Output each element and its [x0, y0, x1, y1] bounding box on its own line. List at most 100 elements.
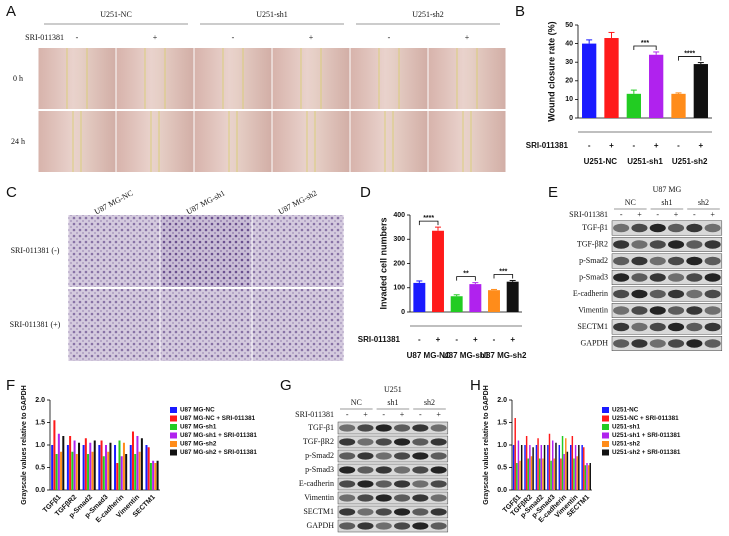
blot-band [393, 466, 411, 474]
panel-letter: D [360, 184, 371, 201]
y-tick-label: 1.5 [497, 419, 507, 426]
blot-band [430, 452, 447, 460]
legend-swatch [602, 441, 609, 447]
bar [543, 445, 546, 490]
y-tick-label: 300 [393, 236, 405, 243]
x-tick-label: - [588, 141, 591, 150]
bar [552, 440, 554, 490]
bar [55, 454, 58, 490]
bar [102, 456, 105, 490]
y-tick-label: 0 [401, 309, 405, 316]
micrograph [194, 111, 272, 172]
legend-label: U87 MG-NC [180, 407, 215, 414]
x-tick-label: - [632, 141, 635, 150]
group-label: U251-sh1 [627, 157, 663, 166]
blot-band [357, 438, 374, 446]
blot-band [649, 240, 666, 249]
treatment-label: SRI-011381 [569, 210, 608, 219]
micrograph [272, 48, 350, 109]
blot-band [375, 424, 392, 432]
blot-band [631, 289, 648, 299]
blot-band [686, 273, 703, 282]
bar [547, 445, 549, 490]
blot-band [631, 256, 648, 266]
bar [587, 465, 590, 490]
blot-band [649, 322, 666, 332]
blot-band [631, 322, 648, 332]
protein-label: SECTM1 [303, 507, 334, 516]
blot-band [667, 256, 685, 266]
group-label: sh2 [424, 398, 435, 407]
panel-letter: H [470, 377, 481, 394]
bar [514, 418, 516, 490]
bar [154, 463, 157, 490]
blot-band [686, 289, 703, 299]
legend-swatch [170, 424, 177, 430]
blot-band [704, 339, 721, 348]
bar [469, 284, 482, 312]
row-label: 24 h [11, 137, 25, 146]
protein-label: TGF-β1 [582, 223, 608, 232]
blot-band [339, 466, 356, 474]
bar [152, 460, 155, 490]
protein-label: Vimentin [578, 305, 608, 314]
y-tick-label: 200 [393, 260, 405, 267]
blot-band [339, 438, 356, 446]
blot-band [430, 480, 447, 488]
y-tick-label: 40 [565, 40, 573, 47]
column-header: U87 MG-sh1 [185, 188, 227, 216]
bar [100, 440, 103, 490]
bar [450, 296, 463, 312]
x-tick-label: + [473, 335, 478, 344]
blot-band [649, 256, 666, 266]
blot-band [375, 438, 392, 446]
micrograph [38, 48, 116, 109]
bar [114, 445, 117, 490]
y-tick-label: 400 [393, 212, 405, 219]
bar [537, 438, 539, 490]
blot-band [704, 273, 721, 282]
bar [93, 440, 96, 490]
significance-bracket [678, 56, 702, 61]
sign: - [620, 210, 623, 219]
blot-band [412, 424, 429, 432]
blot-band [613, 240, 630, 249]
blot-band [357, 522, 374, 530]
sign: + [637, 210, 642, 219]
significance: ** [463, 271, 469, 278]
blot-band [393, 508, 411, 516]
blot-band [704, 240, 721, 249]
micrograph [252, 215, 344, 287]
micrograph [194, 48, 272, 109]
y-axis-label: Grayscale values relative to GAPDH [21, 385, 28, 504]
blot-band [613, 273, 630, 282]
blot-band [704, 322, 721, 332]
group-label: NC [351, 398, 362, 407]
bar [519, 460, 521, 490]
bar [565, 438, 567, 490]
bar [563, 454, 565, 490]
sign: + [710, 210, 715, 219]
blot-band [339, 522, 356, 530]
bar [516, 463, 518, 490]
bar [548, 433, 551, 490]
bar [553, 458, 556, 490]
blot-band [357, 424, 374, 432]
bar [542, 458, 544, 490]
bar [555, 442, 557, 490]
micrograph [350, 48, 428, 109]
bar [538, 458, 541, 490]
sign: + [363, 410, 368, 419]
group-label: U87 MG-sh1 [443, 351, 490, 360]
blot-band [430, 508, 447, 516]
bar [525, 436, 528, 490]
legend-swatch [602, 407, 609, 413]
micrograph [272, 111, 350, 172]
blot-band [375, 466, 392, 474]
panel-letter: A [6, 3, 16, 20]
bar [576, 456, 578, 490]
y-tick-label: 1.5 [35, 419, 45, 426]
bar [693, 64, 708, 118]
blot-band [357, 466, 374, 474]
significance: **** [423, 215, 434, 222]
